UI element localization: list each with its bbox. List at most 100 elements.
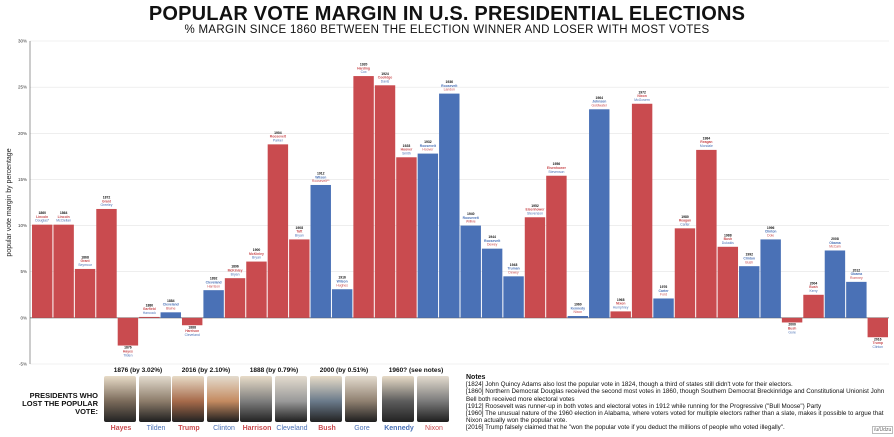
bar-label-loser: Davis: [381, 79, 390, 83]
bar-label-winner: Eisenhower: [547, 166, 567, 170]
loser-card-loser: Clinton: [213, 425, 235, 432]
bar-label-loser: Parker: [273, 138, 284, 142]
bar-label-year: 2000: [788, 323, 796, 327]
loser-card: 1960? (see notes) Kennedy Nixon: [382, 367, 450, 437]
bar-label-year: 1892: [210, 277, 218, 281]
note-line: [2016] Trump falsely claimed that he "wo…: [466, 424, 785, 432]
bar-label-loser: Smith: [402, 151, 411, 155]
y-tick-label: -5%: [19, 362, 27, 367]
bar-label-year: 1984: [703, 136, 711, 140]
note-line: [1912] Roosevelt was runner-up in both v…: [466, 402, 822, 410]
bar-label-winner: Clinton: [765, 230, 777, 234]
bar-label-loser: Goldwater: [592, 103, 608, 107]
bar-label-loser: Romney: [850, 276, 863, 280]
bar-label-loser: Cox: [361, 70, 367, 74]
bar-1988: [717, 246, 739, 318]
loser-card-winner: Kennedy: [384, 425, 414, 432]
bar-label-winner: Lincoln: [36, 215, 48, 219]
portrait-loser-icon: [417, 376, 449, 422]
y-tick-label: 20%: [18, 131, 27, 136]
portrait-loser-icon: [207, 376, 239, 422]
bar-label-loser: Clinton: [873, 345, 884, 349]
notes-block: Notes [1824] John Quincy Adams also lost…: [466, 374, 886, 432]
bar-1980: [674, 228, 696, 318]
bar-label-year: 1868: [81, 255, 89, 259]
bar-label-year: 1956: [553, 162, 561, 166]
bar-label-winner: Nixon: [637, 94, 646, 98]
loser-card-loser: Nixon: [425, 425, 443, 432]
bar-1912: [310, 184, 331, 318]
bar-label-year: 1952: [531, 204, 539, 208]
bar-1904: [267, 144, 289, 318]
bar-label-winner: Garfield: [143, 307, 156, 311]
y-tick-label: 30%: [18, 39, 27, 44]
bar-2012: [846, 281, 867, 318]
bar-label-winner: Roosevelt: [484, 239, 501, 243]
bar-1956: [546, 175, 567, 318]
bar-label-loser: Hoover: [422, 148, 434, 152]
bar-2008: [824, 250, 846, 318]
bar-label-year: 1964: [595, 96, 603, 100]
bar-label-year: 1904: [274, 131, 282, 135]
loser-card-loser: Cleveland: [276, 425, 308, 432]
bar-label-winner: Bush: [809, 285, 817, 289]
portrait-winner-icon: [240, 376, 272, 422]
bar-label-year: 1944: [488, 235, 496, 239]
bar-label-winner: Taft: [296, 230, 303, 234]
portrait-winner-icon: [310, 376, 342, 422]
chart-subtitle: % MARGIN SINCE 1860 BETWEEN THE ELECTION…: [184, 24, 710, 36]
portrait-winner-icon: [382, 376, 414, 422]
bar-label-loser: Hughes: [336, 283, 348, 287]
bar-label-winner: Wilson: [337, 280, 348, 284]
bar-label-year: 2008: [831, 237, 839, 241]
bar-1880: [139, 316, 160, 318]
loser-card-winner: Hayes: [110, 425, 132, 432]
loser-card: 2016 (by 2.10%) Trump Clinton: [172, 367, 240, 437]
bar-label-loser: Mondale: [700, 144, 713, 148]
bar-1884: [160, 312, 181, 318]
loser-card-winner: Trump: [178, 425, 200, 432]
bar-label-year: 2004: [810, 281, 818, 285]
bar-label-winner: Hayes: [123, 350, 133, 354]
y-tick-label: 25%: [18, 85, 27, 90]
bar-label-loser: Harrison: [207, 284, 220, 288]
bar-label-year: 1908: [296, 226, 304, 230]
bar-1944: [481, 248, 503, 318]
note-line: [1960] The unusual nature of the 1960 el…: [466, 410, 884, 425]
bar-label-loser: Humphrey: [613, 305, 629, 309]
bar-label-year: 1992: [745, 253, 753, 257]
bar-label-year: 1932: [424, 140, 432, 144]
portrait-loser-icon: [345, 376, 377, 422]
bar-label-loser: Stevenson: [527, 211, 543, 215]
bar-label-year: 1920: [360, 63, 368, 67]
y-tick-label: 5%: [20, 269, 27, 274]
bar-label-winner: Reagan: [679, 219, 691, 223]
bar-1996: [760, 239, 781, 318]
bar-label-winner: McKinley: [249, 252, 264, 256]
bar-label-loser: McCain: [829, 245, 841, 249]
bar-label-loser: Blaine: [166, 306, 176, 310]
bar-label-winner: Bush: [724, 237, 732, 241]
bar-label-loser: Willkie: [466, 220, 476, 224]
bar-label-winner: Harding: [357, 66, 370, 70]
bar-label-year: 1940: [467, 212, 475, 216]
bar-label-loser: Tilden: [123, 353, 132, 357]
bar-label-year: 1900: [253, 248, 261, 252]
bar-1932: [417, 153, 439, 318]
bar-label-winner: Coolidge: [378, 76, 393, 80]
bar-label-loser: Douglas*: [35, 219, 49, 223]
bar-1908: [289, 239, 310, 318]
bar-1960: [567, 316, 589, 318]
loser-card-winner: Bush: [318, 425, 336, 432]
bar-label-loser: Bryan: [295, 234, 304, 238]
bar-1896: [224, 278, 246, 318]
bar-1888: [181, 317, 203, 326]
bar-1900: [246, 261, 267, 318]
bar-1936: [439, 93, 460, 318]
loser-card-header: 1960? (see notes): [388, 367, 444, 374]
bar-label-loser: Stevenson: [548, 170, 564, 174]
chart-title: POPULAR VOTE MARGIN IN U.S. PRESIDENTIAL…: [148, 3, 746, 25]
bar-label-loser: Bush: [745, 260, 753, 264]
y-axis-label: popular vote margin by percentage: [6, 148, 13, 256]
bar-1976: [653, 298, 674, 318]
